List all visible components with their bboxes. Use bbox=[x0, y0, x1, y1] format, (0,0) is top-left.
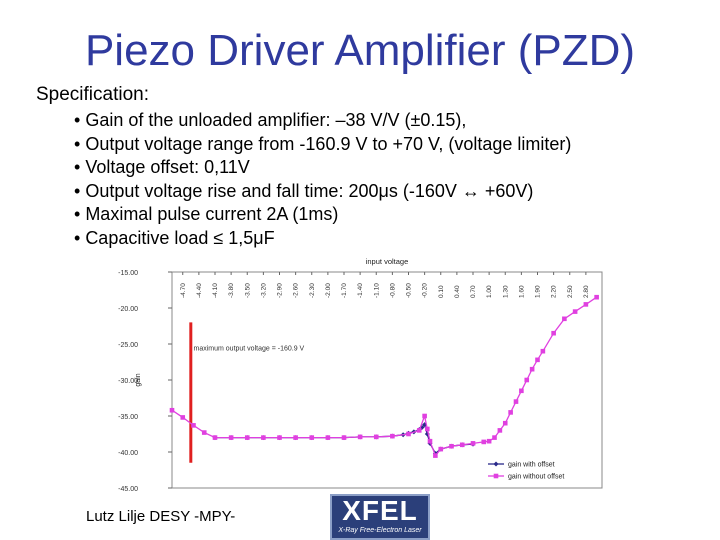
logo-text: XFEL bbox=[342, 495, 418, 526]
footer-author: Lutz Lilje DESY -MPY- bbox=[86, 508, 236, 525]
gain-chart: -15.00 -20.00 -25.00 -30.00 -35.00 -40.00 -45.… bbox=[118, 257, 603, 493]
series-2-point bbox=[524, 377, 530, 383]
spec-heading: Specification: bbox=[36, 84, 150, 105]
x-tick-label: -0.50 bbox=[406, 283, 413, 298]
spec-item-rise-time: Output voltage rise and fall time: 200μs… bbox=[74, 180, 571, 204]
spec-item-range: Output voltage range from -160.9 V to +7… bbox=[74, 133, 571, 157]
series-2-point bbox=[325, 435, 331, 440]
x-tick-label: 1.30 bbox=[502, 285, 509, 298]
series-2-point bbox=[293, 435, 298, 440]
x-tick-label: -3.50 bbox=[244, 283, 251, 298]
y-tick-label: -15.00 bbox=[118, 270, 138, 277]
series-2-point bbox=[519, 388, 524, 394]
annotation-max-voltage: maximum output voltage = -160.9 V bbox=[194, 345, 305, 352]
x-tick-label: 1.00 bbox=[486, 285, 493, 298]
series-2-point bbox=[502, 420, 508, 426]
x-tick-label: -0.80 bbox=[389, 283, 396, 298]
xfel-logo: XFEL X-Ray Free-Electron Laser bbox=[330, 494, 430, 540]
series-2-point bbox=[228, 435, 234, 440]
series-2-point bbox=[416, 428, 422, 433]
x-tick-label: 2.80 bbox=[583, 285, 590, 298]
series-2-point bbox=[277, 435, 282, 440]
series-2-point bbox=[357, 434, 363, 440]
series-2-point bbox=[427, 438, 433, 444]
x-tick-label: -1.40 bbox=[357, 283, 364, 298]
legend-entry: gain without offset bbox=[508, 474, 564, 481]
x-tick-label: 2.20 bbox=[551, 285, 558, 298]
x-tick-label: -4.70 bbox=[180, 283, 187, 298]
series-2-point bbox=[438, 446, 444, 452]
series-2-point bbox=[433, 453, 438, 458]
x-tick-label: -3.20 bbox=[260, 283, 267, 298]
series-2-point bbox=[572, 309, 578, 314]
series-2-point bbox=[497, 428, 503, 433]
series-2-point bbox=[341, 435, 347, 440]
series-2-point bbox=[390, 433, 395, 439]
series-2-point bbox=[180, 415, 186, 420]
x-tick-label: -2.60 bbox=[293, 283, 300, 298]
series-2-point bbox=[449, 443, 454, 449]
x-tick-label: -4.40 bbox=[196, 283, 203, 298]
y-tick-label: -25.00 bbox=[118, 342, 138, 349]
series-2-point bbox=[562, 316, 567, 322]
series-2-point bbox=[540, 348, 546, 354]
x-tick-label: 0.10 bbox=[438, 285, 445, 298]
slide-title: Piezo Driver Amplifier (PZD) bbox=[84, 26, 636, 75]
spec-item-pulse-current: Maximal pulse current 2A (1ms) bbox=[74, 203, 571, 227]
series-2-point bbox=[529, 366, 535, 372]
spec-item-gain: Gain of the unloaded amplifier: –38 V/V … bbox=[74, 109, 571, 133]
spec-list: Gain of the unloaded amplifier: –38 V/V … bbox=[74, 109, 571, 250]
series-2-point bbox=[406, 431, 411, 437]
series-2-point bbox=[212, 435, 218, 440]
series-2-point bbox=[169, 407, 175, 413]
series-2-point bbox=[373, 434, 379, 440]
series-2-point bbox=[583, 302, 589, 307]
series-2-point bbox=[201, 430, 207, 435]
x-tick-label: 1.60 bbox=[518, 285, 525, 298]
plot-area bbox=[171, 271, 603, 489]
series-2-point bbox=[309, 435, 315, 440]
legend-swatch-marker bbox=[493, 473, 499, 479]
series-2-point bbox=[459, 442, 465, 448]
legend-entry: gain with offset bbox=[508, 462, 555, 469]
chart-title: input voltage bbox=[366, 257, 409, 266]
series-2-point bbox=[470, 441, 476, 446]
x-tick-label: 1.90 bbox=[535, 285, 542, 298]
y-tick-label: -45.00 bbox=[118, 486, 138, 493]
y-tick-label: -35.00 bbox=[118, 414, 138, 421]
y-tick-label: -40.00 bbox=[118, 450, 138, 457]
series-2-point bbox=[535, 357, 540, 363]
y-tick-label: -30.00 bbox=[118, 378, 138, 385]
spec-item-capacitive-load: Capacitive load ≤ 1,5μF bbox=[74, 227, 571, 251]
x-tick-label: -3.80 bbox=[228, 283, 235, 298]
series-2-point bbox=[191, 423, 196, 428]
series-2-point bbox=[486, 438, 492, 444]
series-2-point bbox=[244, 435, 250, 440]
series-2-point bbox=[422, 413, 427, 419]
x-tick-label: 0.40 bbox=[454, 285, 461, 298]
x-tick-label: -4.10 bbox=[212, 283, 219, 298]
x-tick-label: -2.90 bbox=[277, 283, 284, 298]
logo-subtext: X-Ray Free-Electron Laser bbox=[338, 527, 422, 534]
x-tick-label: -1.10 bbox=[373, 283, 380, 298]
x-tick-label: -2.30 bbox=[309, 283, 316, 298]
series-2-point bbox=[481, 439, 487, 445]
series-2-point bbox=[551, 330, 556, 336]
series-2-point bbox=[492, 435, 497, 440]
series-2-point bbox=[513, 399, 519, 404]
series-2-point bbox=[508, 410, 513, 415]
y-tick-label: -20.00 bbox=[118, 306, 138, 313]
x-tick-label: -0.20 bbox=[422, 283, 429, 298]
x-tick-label: 0.70 bbox=[470, 285, 477, 298]
series-2-point bbox=[594, 294, 599, 300]
series-2-point bbox=[261, 435, 266, 440]
spec-item-offset: Voltage offset: 0,11V bbox=[74, 156, 571, 180]
x-tick-label: -2.00 bbox=[325, 283, 332, 298]
x-tick-label: -1.70 bbox=[341, 283, 348, 298]
x-tick-label: 2.50 bbox=[567, 285, 574, 298]
y-axis-label: gain bbox=[135, 373, 142, 386]
series-2-point bbox=[425, 426, 430, 432]
legend-swatch-marker bbox=[493, 461, 499, 467]
